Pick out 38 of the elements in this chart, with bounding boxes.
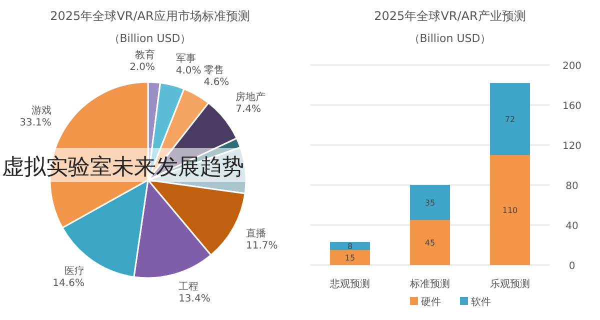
- data-label: 35: [424, 198, 436, 208]
- slice-label: 教育: [135, 49, 156, 62]
- data-label: 4.6%: [204, 76, 230, 88]
- slice-label: 军事: [176, 52, 196, 65]
- chart-subtitle: （Billion USD）: [108, 32, 192, 45]
- slice-label: 直播: [246, 227, 266, 240]
- slice-label: 工程: [178, 282, 199, 293]
- data-label: 110: [502, 206, 518, 215]
- data-label: 14.6%: [52, 278, 84, 290]
- slice-label: 房地产: [236, 91, 266, 104]
- y-tick-label: 80: [566, 181, 578, 192]
- x-tick-label: 标准预测: [409, 278, 450, 290]
- y-tick-label: 40: [566, 221, 578, 232]
- data-label: 15: [344, 254, 356, 262]
- y-tick-label: 0: [568, 261, 576, 272]
- y-tick-label: 120: [562, 141, 582, 152]
- x-tick-label: 乐观预测: [490, 278, 530, 290]
- x-tick-label: 悲观预测: [329, 278, 370, 290]
- chart-title: 2025年全球VR/AR应用市场标准预测: [50, 9, 250, 23]
- chart-title: 2025年全球VR/AR产业预测: [374, 9, 526, 23]
- data-label: 45: [424, 238, 436, 248]
- data-label: 33.1%: [20, 117, 52, 128]
- chart-subtitle: （Billion USD）: [408, 32, 492, 45]
- slice-label: 游戏: [31, 104, 52, 116]
- data-label: 11.7%: [246, 240, 278, 252]
- data-label: 13.4%: [178, 294, 210, 305]
- data-label: 8: [347, 242, 353, 251]
- slice-label: 零售: [204, 64, 224, 76]
- y-tick-label: 160: [562, 101, 582, 112]
- data-label: 4.0%: [176, 66, 202, 77]
- text: 虚拟实验室未来发展趋势: [2, 155, 244, 180]
- data-label: 72: [504, 115, 516, 124]
- slice-label: 医疗: [64, 265, 84, 278]
- data-label: 2.0%: [130, 62, 156, 74]
- data-label: 7.4%: [236, 104, 262, 116]
- legend-label: 软件: [471, 296, 491, 308]
- y-tick-label: 200: [562, 61, 582, 72]
- legend-label: 硬件: [421, 297, 441, 308]
